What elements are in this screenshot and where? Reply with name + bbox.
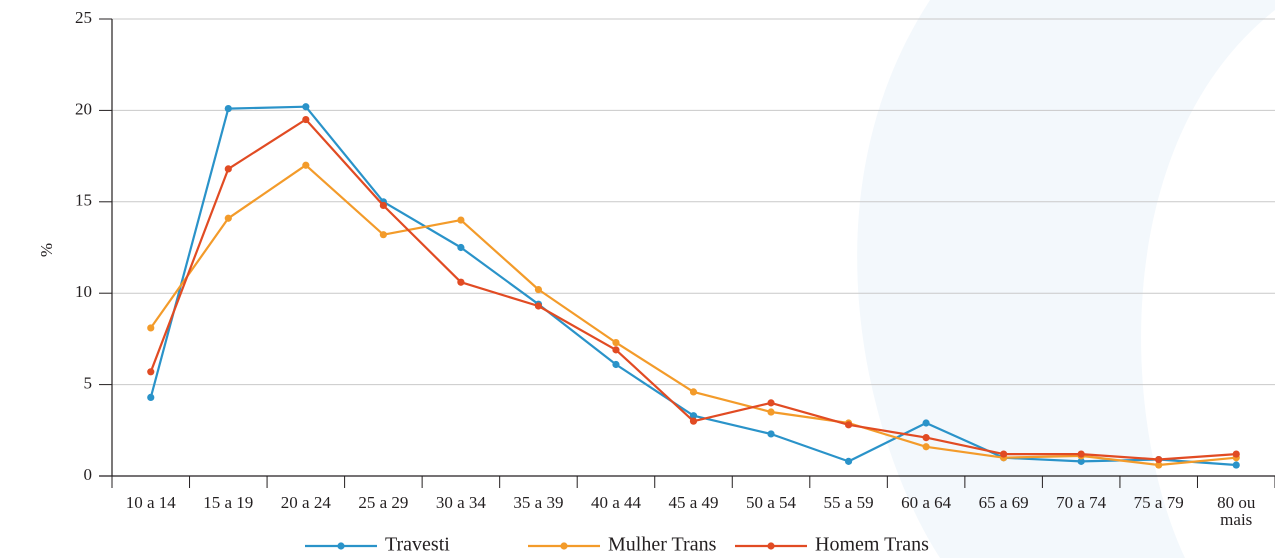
data-point xyxy=(147,324,155,332)
x-tick-label: 75 a 79 xyxy=(1134,493,1184,512)
legend-item: Mulher Trans xyxy=(528,534,717,556)
data-point xyxy=(534,302,543,310)
data-point xyxy=(457,243,465,252)
data-point xyxy=(844,421,853,429)
data-point xyxy=(1077,457,1085,465)
data-point xyxy=(224,165,232,173)
x-tick-label: 60 a 64 xyxy=(901,493,952,512)
data-point xyxy=(689,388,698,396)
data-point xyxy=(147,368,155,376)
axes xyxy=(99,19,1275,477)
x-tick-label: 20 a 24 xyxy=(281,493,332,512)
data-point xyxy=(379,231,387,239)
x-tick-label: 10 a 14 xyxy=(126,493,177,512)
data-point xyxy=(767,399,775,407)
data-point xyxy=(612,346,620,354)
legend: Travesti Mulher Trans Homem Trans xyxy=(305,534,929,556)
legend-label: Mulher Trans xyxy=(608,534,717,556)
legend-swatch-marker xyxy=(767,542,775,550)
data-point xyxy=(689,412,698,420)
data-point xyxy=(612,338,620,347)
data-point xyxy=(302,103,310,111)
y-tick-label: 15 xyxy=(75,191,92,210)
x-tick-label: 80 ou mais xyxy=(1217,493,1256,529)
data-point xyxy=(767,430,775,438)
data-point xyxy=(844,457,853,465)
data-point xyxy=(534,285,543,294)
series-homem-trans xyxy=(147,115,1240,464)
x-tick-label: 55 a 59 xyxy=(824,493,874,512)
background-arc-shape xyxy=(857,0,1275,558)
x-tick-label: 25 a 29 xyxy=(358,493,408,512)
data-point xyxy=(302,161,310,169)
data-point xyxy=(689,417,698,425)
y-axis-label: % xyxy=(37,243,56,257)
legend-item: Travesti xyxy=(305,534,450,556)
x-tick-label: 30 a 34 xyxy=(436,493,487,512)
data-point xyxy=(1155,455,1163,464)
y-axis-ticks: 0 5 10 15 20 25 xyxy=(75,8,112,484)
data-point xyxy=(1155,461,1163,469)
x-axis-ticks: 10 a 14 15 a 19 20 a 24 25 a 29 30 a 34 35 a … xyxy=(111,476,1275,529)
data-point xyxy=(922,419,930,427)
data-point xyxy=(767,408,775,416)
gridlines xyxy=(112,18,1275,386)
y-tick-label: 5 xyxy=(84,374,93,393)
data-point xyxy=(1232,450,1240,458)
series-lines xyxy=(147,103,1240,469)
legend-swatch-marker xyxy=(560,542,568,550)
series-mulher-trans xyxy=(147,161,1240,469)
x-tick-label: 50 a 54 xyxy=(746,493,797,512)
legend-label: Homem Trans xyxy=(815,534,929,556)
x-tick-label: 40 a 44 xyxy=(591,493,642,512)
legend-item: Homem Trans xyxy=(735,534,929,556)
data-point xyxy=(147,393,155,401)
data-point xyxy=(302,115,310,124)
data-point xyxy=(1000,450,1008,458)
y-tick-label: 25 xyxy=(75,8,92,27)
data-point xyxy=(457,278,465,286)
legend-label: Travesti xyxy=(385,534,450,556)
data-point xyxy=(1232,461,1240,469)
data-point xyxy=(457,216,465,224)
data-point xyxy=(224,214,232,222)
data-point xyxy=(379,201,387,210)
data-point xyxy=(922,434,930,442)
x-tick-label: 15 a 19 xyxy=(203,493,253,512)
x-tick-label: 70 a 74 xyxy=(1056,493,1107,512)
y-tick-label: 0 xyxy=(84,465,93,484)
data-point xyxy=(922,443,930,451)
y-tick-label: 20 xyxy=(75,99,92,118)
data-point xyxy=(1077,450,1085,458)
x-tick-label: 65 a 69 xyxy=(979,493,1029,512)
x-tick-label: 35 a 39 xyxy=(513,493,563,512)
data-point xyxy=(224,104,232,113)
legend-swatch-marker xyxy=(337,542,345,550)
y-tick-label: 10 xyxy=(75,282,92,301)
data-point xyxy=(612,360,620,369)
x-tick-label: 45 a 49 xyxy=(668,493,718,512)
